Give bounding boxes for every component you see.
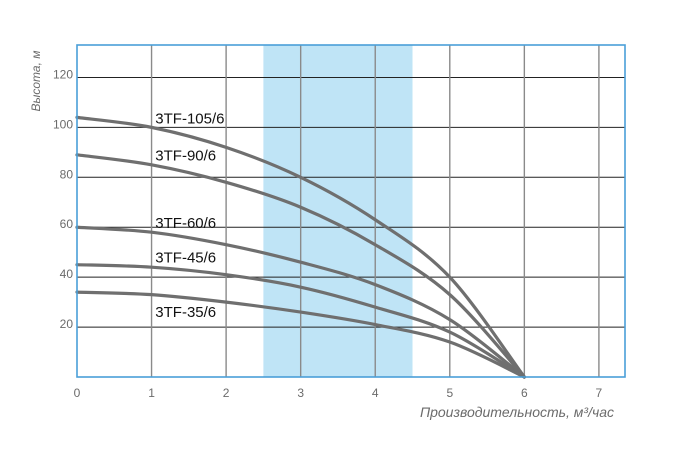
series-label-2: 3TF-90/6 (155, 148, 216, 165)
curves (75, 115, 526, 379)
x-tick-labels: 0 1 2 3 4 5 6 7 (74, 386, 603, 400)
series-label-3: 3TF-60/6 (155, 215, 216, 232)
series-line-5 (75, 290, 526, 379)
x-tick-label: 7 (596, 386, 603, 400)
y-tick-label: 40 (60, 267, 74, 281)
x-tick-label: 3 (297, 386, 304, 400)
y-tick-labels: 20 40 60 80 100 120 (53, 67, 73, 331)
grid-x (150, 45, 600, 377)
y-axis-label: Высота, м (29, 51, 43, 112)
y-tick-label: 80 (60, 167, 74, 181)
y-tick-label: 100 (53, 117, 73, 131)
series-line-3 (75, 225, 526, 379)
plot-band (263, 45, 413, 377)
series-labels: 3TF-105/6 3TF-90/6 3TF-60/6 3TF-45/6 3TF-35/… (155, 110, 224, 321)
plot-frame (76, 44, 626, 378)
x-tick-label: 2 (223, 386, 230, 400)
y-tick-label: 60 (60, 217, 74, 231)
series-label-1: 3TF-105/6 (155, 110, 224, 127)
x-tick-label: 0 (74, 386, 81, 400)
y-tick-label: 120 (53, 67, 73, 81)
series-label-4: 3TF-45/6 (155, 250, 216, 267)
x-tick-label: 6 (521, 386, 528, 400)
series-label-5: 3TF-35/6 (155, 304, 216, 321)
series-line-1 (75, 115, 526, 379)
x-tick-label: 4 (372, 386, 379, 400)
x-axis-label: Производительность, м³/час (420, 404, 614, 420)
x-tick-label: 5 (446, 386, 453, 400)
y-tick-label: 20 (60, 317, 74, 331)
series-line-4 (75, 263, 526, 379)
x-tick-label: 1 (148, 386, 155, 400)
series-line-2 (75, 153, 526, 379)
